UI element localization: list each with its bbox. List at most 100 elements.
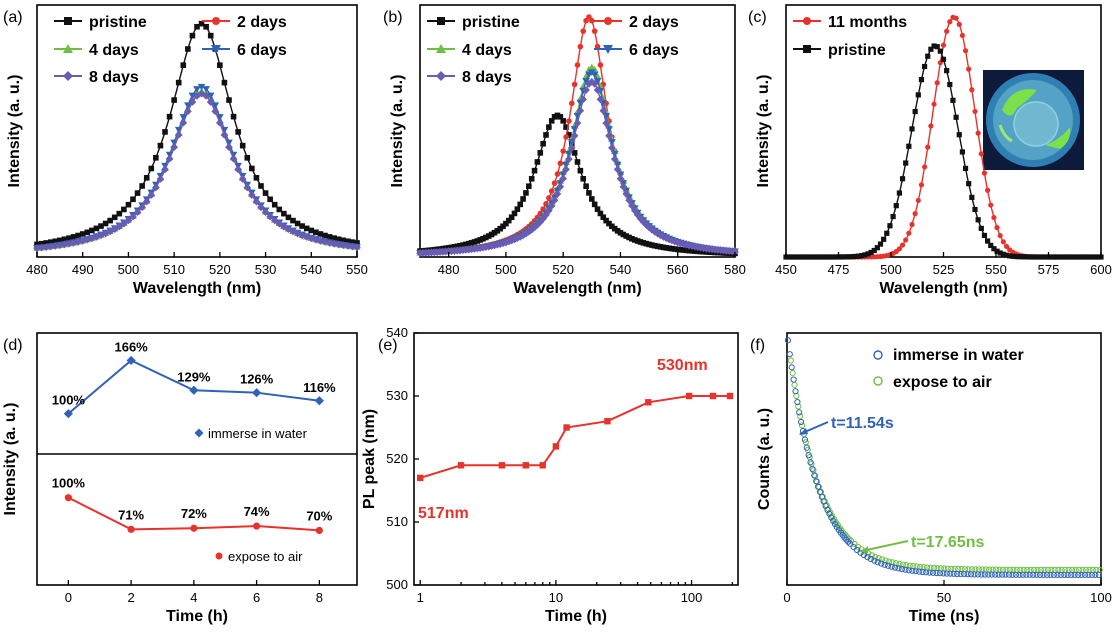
data-point bbox=[786, 254, 792, 260]
data-point bbox=[922, 164, 928, 170]
data-point bbox=[179, 114, 188, 121]
data-point bbox=[299, 223, 305, 229]
legend-marker bbox=[63, 44, 73, 53]
data-point bbox=[83, 235, 92, 244]
data-point bbox=[51, 242, 60, 250]
legend-marker bbox=[211, 45, 221, 54]
data-point bbox=[912, 568, 919, 575]
x-tick-label: 500 bbox=[495, 262, 517, 277]
legend-marker bbox=[803, 45, 811, 53]
data-point bbox=[947, 19, 953, 25]
data-point bbox=[540, 140, 546, 147]
x-tick-label: 4 bbox=[190, 590, 197, 605]
data-point bbox=[211, 107, 220, 116]
x-tick-label: 540 bbox=[300, 262, 322, 277]
data-point bbox=[981, 170, 988, 176]
data-point bbox=[871, 557, 878, 564]
x-tick-label: 6 bbox=[253, 590, 260, 605]
panel-label: (f) bbox=[750, 337, 765, 354]
data-point bbox=[888, 563, 895, 570]
data-point bbox=[262, 190, 269, 196]
legend-label: 4 days bbox=[462, 42, 512, 59]
data-point bbox=[102, 220, 109, 227]
data-point bbox=[985, 238, 991, 244]
data-label: 71% bbox=[118, 507, 144, 522]
data-point bbox=[1009, 571, 1016, 578]
data-label: 166% bbox=[114, 339, 148, 354]
data-point bbox=[645, 399, 652, 406]
data-point bbox=[828, 514, 835, 521]
data-point bbox=[514, 206, 521, 212]
data-point bbox=[574, 62, 581, 68]
data-point bbox=[726, 392, 734, 400]
data-point bbox=[874, 245, 880, 251]
data-point bbox=[953, 114, 959, 120]
data-point bbox=[879, 556, 886, 563]
x-tick-label: 8 bbox=[316, 590, 323, 605]
x-tick-label: 510 bbox=[163, 262, 185, 277]
data-point bbox=[686, 247, 692, 254]
x-axis-label: Time (ns) bbox=[909, 608, 980, 625]
data-point bbox=[815, 483, 822, 490]
data-point bbox=[75, 232, 81, 239]
x-tick-label: 490 bbox=[72, 262, 94, 277]
data-point bbox=[562, 165, 570, 174]
data-point bbox=[417, 474, 424, 482]
data-point bbox=[643, 240, 650, 247]
series-line bbox=[36, 90, 358, 249]
legend-marker bbox=[437, 17, 445, 25]
data-point bbox=[668, 236, 676, 245]
data-point bbox=[1026, 571, 1033, 578]
data-point bbox=[285, 214, 292, 221]
data-point bbox=[143, 175, 150, 181]
data-point bbox=[570, 126, 579, 133]
data-point bbox=[334, 240, 343, 249]
data-point bbox=[1054, 254, 1060, 260]
data-point bbox=[867, 555, 874, 563]
data-point bbox=[662, 234, 671, 243]
data-point bbox=[902, 566, 909, 573]
y-tick-label: 530 bbox=[386, 388, 408, 403]
data-label: 100% bbox=[52, 476, 86, 491]
data-point bbox=[1088, 571, 1096, 579]
data-point bbox=[665, 235, 673, 244]
data-point bbox=[1085, 571, 1092, 579]
data-point bbox=[471, 239, 478, 245]
data-point bbox=[954, 570, 961, 578]
data-point bbox=[934, 80, 940, 86]
data-point bbox=[626, 234, 632, 241]
x-tick-label: 2 bbox=[128, 590, 135, 605]
data-point bbox=[795, 403, 802, 410]
data-point bbox=[619, 182, 628, 191]
data-point bbox=[967, 571, 975, 578]
data-point bbox=[731, 247, 739, 256]
data-point bbox=[1003, 243, 1010, 250]
data-point bbox=[353, 243, 361, 251]
data-point bbox=[925, 53, 931, 59]
data-point bbox=[1076, 254, 1082, 260]
legend-marker bbox=[194, 428, 204, 438]
data-point bbox=[148, 165, 155, 172]
data-label: 70% bbox=[306, 508, 332, 523]
data-point bbox=[570, 131, 579, 140]
data-point bbox=[793, 392, 800, 400]
data-point bbox=[252, 197, 261, 206]
data-point bbox=[339, 241, 348, 250]
data-point bbox=[801, 436, 809, 443]
data-point bbox=[582, 78, 590, 85]
data-point bbox=[335, 236, 342, 243]
data-point bbox=[202, 92, 210, 100]
data-point bbox=[61, 236, 68, 243]
legend-label: 6 days bbox=[629, 42, 679, 59]
data-point bbox=[933, 569, 940, 577]
data-point bbox=[576, 106, 585, 115]
data-point bbox=[646, 241, 652, 248]
data-point bbox=[824, 254, 830, 260]
data-point bbox=[633, 211, 642, 219]
data-label: 72% bbox=[181, 506, 207, 521]
data-point bbox=[308, 227, 315, 234]
data-point bbox=[180, 62, 187, 68]
data-point bbox=[852, 253, 858, 260]
data-point bbox=[184, 102, 192, 109]
data-point bbox=[139, 183, 145, 189]
